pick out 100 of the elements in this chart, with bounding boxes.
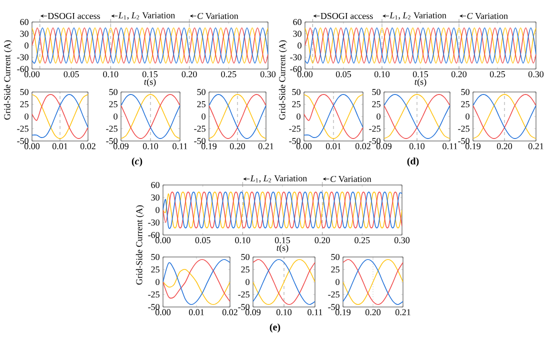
x-tick-label: 0.00 [24,71,40,78]
x-tick-label: 0.10 [235,237,250,244]
y-tick-label: 50 [461,88,470,96]
y-tick-label: 30 [293,30,302,37]
y-tick-label: -30 [290,54,302,60]
y-tick-label: -50 [194,138,206,144]
x-tick-label: 0.05 [64,71,79,78]
y-tick-label: 25 [372,101,380,108]
ref-line-label: DSOGI access [48,12,100,20]
y-tick-label: -25 [328,291,340,298]
x-tick-label: 0.00 [296,143,312,150]
y-tick-label: -25 [369,126,380,132]
x-tick-label: 0.01 [326,143,341,150]
ref-line-label: C Variation [467,12,508,20]
y-tick-label: 25 [331,266,340,273]
y-tick-label: -50 [369,138,380,144]
x-tick-label: 0.00 [24,143,40,150]
x-tick-label: 0.21 [395,309,410,316]
x-tick-label: 0.30 [394,237,410,244]
x-tick-label: 0.30 [528,71,544,78]
y-tick-label: 25 [292,101,300,108]
y-tick-label: 50 [331,254,340,260]
y-tick-label: 0 [156,206,160,214]
x-axis-title: t(s) [414,78,426,87]
x-tick-label: 0.20 [365,309,381,316]
y-tick-label: -60 [17,66,28,72]
x-axis-title: t(s) [144,78,156,87]
x-tick-label: 0.10 [103,71,118,78]
x-tick-label: 0.19 [465,143,480,150]
y-tick-label: 0 [466,113,470,120]
x-tick-label: 0.25 [354,237,370,244]
x-tick-label: 0.20 [451,71,467,78]
text: (e) [270,323,280,333]
x-tick-label: 0.20 [496,143,512,150]
y-tick-label: 25 [241,266,250,273]
y-tick-label: 50 [151,254,160,260]
ref-line-label: L$_{1}$, L$_{2}$ Variation [118,12,175,20]
y-tick-label: 25 [20,101,28,108]
y-tick-label: -50 [458,138,470,144]
y-tick-label: 0 [296,113,300,120]
y-tick-label: 60 [293,18,302,26]
y-axis-title: Grid-Side Current (A) [136,205,144,285]
x-tick-label: 0.10 [276,309,292,316]
ref-line-label: C Variation [330,176,372,182]
ref-line-label: L$_{1}$, L$_{2}$ Variation [250,175,307,183]
y-tick-label: 50 [241,254,250,260]
y-tick-label: -25 [17,126,28,132]
text: (c) [132,157,142,167]
x-tick-label: 0.30 [260,71,276,78]
y-tick-label: 0 [156,278,160,286]
y-tick-label: 50 [20,88,28,96]
y-tick-label: 50 [372,88,380,96]
y-axis-title: Grid-Side Current (A) [278,40,288,120]
y-tick-label: -25 [458,126,470,132]
y-tick-label: 25 [109,101,118,108]
y-tick-label: 0 [24,113,28,120]
y-tick-label: 25 [151,266,160,273]
ref-line-label: DSOGI access [320,12,373,20]
y-tick-label: 0 [202,113,206,120]
y-tick-label: -30 [17,54,28,60]
x-tick-label: 0.05 [195,237,210,244]
x-tick-label: 0.15 [142,71,158,78]
ref-line-label: L$_{1}$, L$_{2}$ Variation [390,12,446,20]
y-tick-label: 0 [24,42,28,49]
x-tick-label: 0.15 [274,237,290,244]
x-tick-label: 0.11 [172,143,188,150]
x-tick-label: 0.21 [528,143,544,150]
y-tick-label: -60 [148,232,160,238]
y-tick-label: 25 [197,101,206,108]
y-tick-label: 0 [246,278,250,286]
y-tick-label: -60 [290,66,302,72]
x-axis-title: t(s) [276,244,288,253]
x-tick-label: 0.10 [142,143,158,150]
y-tick-label: -50 [328,304,340,310]
y-tick-label: -25 [194,126,206,132]
y-tick-label: -25 [106,126,118,132]
x-tick-label: 0.19 [335,309,350,316]
y-tick-label: -25 [238,291,250,298]
y-tick-label: 50 [197,88,206,96]
y-tick-label: -50 [238,304,250,310]
x-tick-label: 0.00 [155,309,171,316]
y-tick-label: -25 [148,291,160,298]
x-tick-label: 0.10 [409,143,425,150]
x-tick-label: 0.00 [155,237,171,244]
y-tick-label: -50 [289,138,300,144]
y-tick-label: 0 [336,278,340,286]
x-tick-label: 0.20 [182,71,197,78]
x-tick-label: 0.11 [308,309,322,316]
x-tick-label: 0.02 [80,143,96,150]
y-tick-label: 0 [376,113,380,120]
x-tick-label: 0.09 [113,143,129,150]
ref-line-label: C Variation [198,12,238,20]
x-tick-label: 0.20 [314,237,330,244]
y-tick-label: -50 [17,138,28,144]
y-tick-label: 30 [20,30,28,37]
x-tick-label: 0.00 [297,71,313,78]
y-tick-label: -30 [148,219,160,226]
y-axis-title: Grid-Side Current (A) [4,40,12,120]
x-tick-label: 0.09 [245,309,260,316]
text: (d) [407,157,419,167]
